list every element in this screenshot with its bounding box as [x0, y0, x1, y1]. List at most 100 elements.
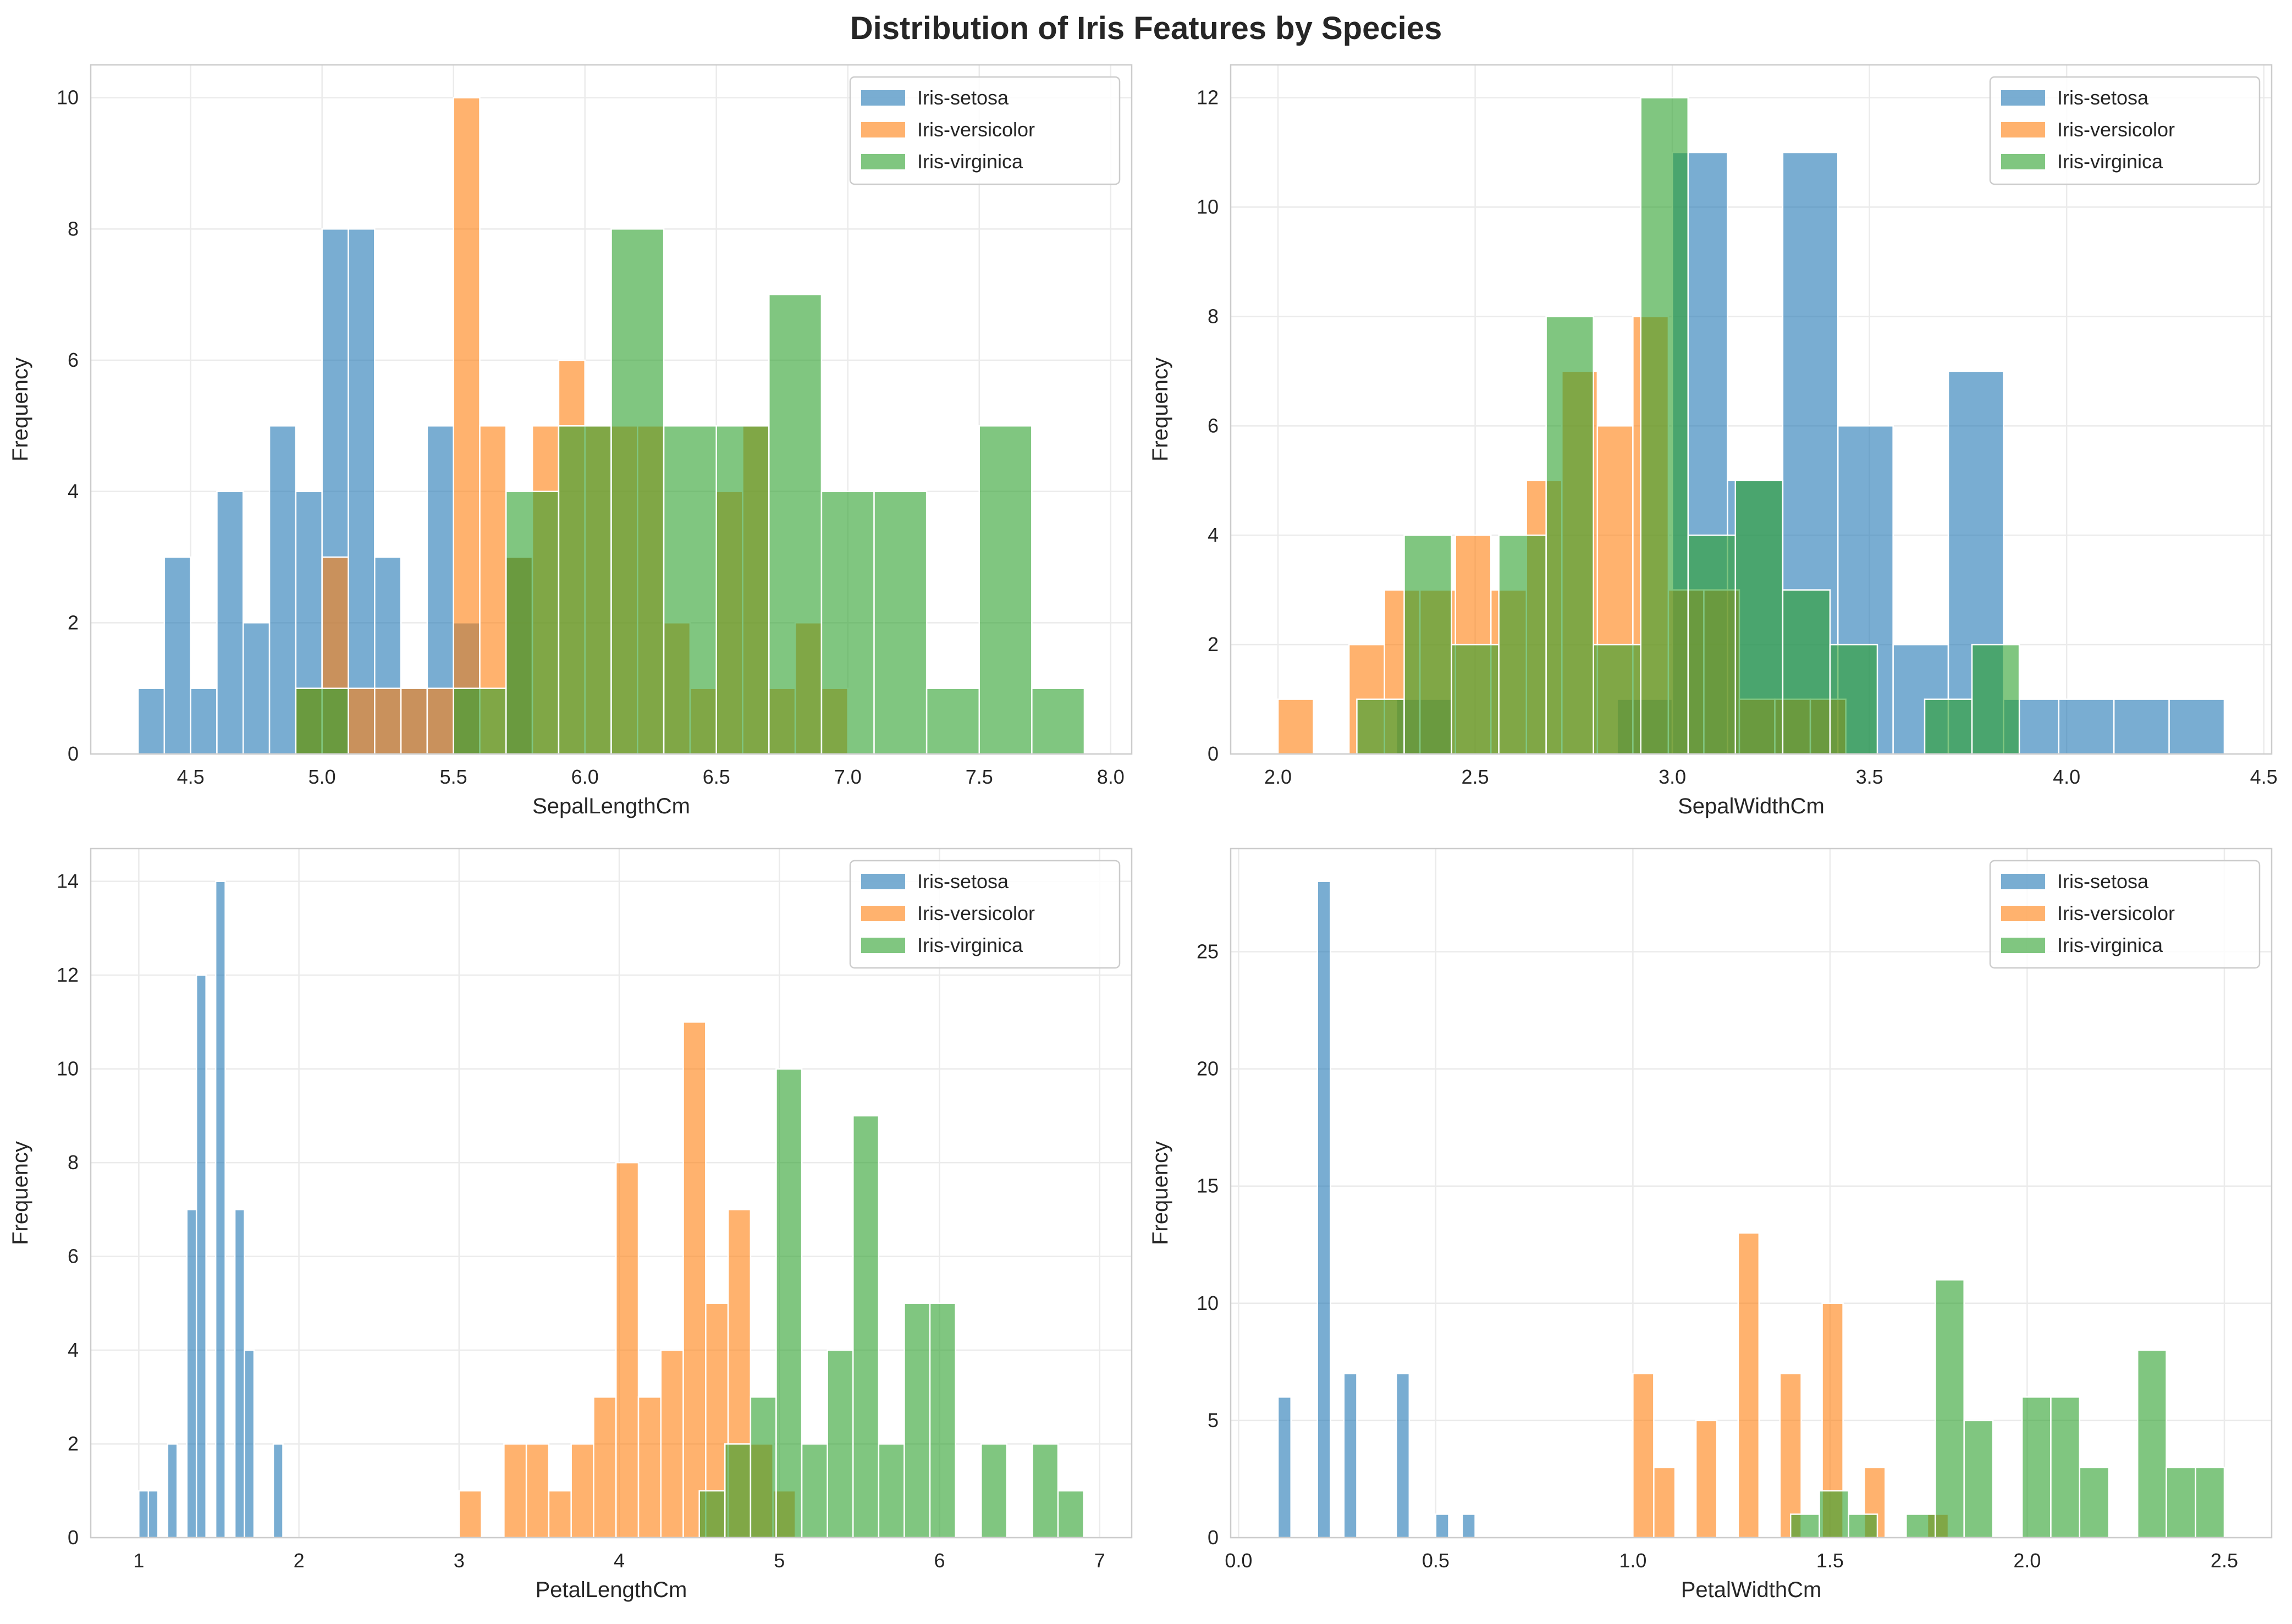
- x-tick-label: 2.5: [2211, 1549, 2238, 1572]
- y-tick-label: 2: [1208, 633, 1219, 656]
- x-tick-label: 0.0: [1225, 1549, 1252, 1572]
- histogram-bar: [243, 622, 271, 755]
- x-tick-label: 4.5: [177, 766, 205, 788]
- histogram-bar: [348, 228, 376, 755]
- histogram-bar: [1829, 643, 1878, 755]
- series-Iris-virginica: [295, 228, 1086, 755]
- y-axis-label: Frequency: [1148, 357, 1172, 461]
- x-tick-label: 3: [454, 1549, 465, 1572]
- x-tick-label: 5.5: [440, 766, 467, 788]
- histogram-bar: [980, 1443, 1008, 1539]
- y-tick-label: 0: [1208, 742, 1219, 765]
- series-Iris-versicolor: [1632, 1232, 1949, 1539]
- histogram-bar: [1461, 1513, 1476, 1539]
- y-tick-label: 0: [68, 1526, 79, 1549]
- histogram-bar: [1737, 1232, 1760, 1539]
- legend-swatch: [861, 122, 905, 137]
- legend-swatch: [2001, 154, 2045, 169]
- axes-frame: [90, 847, 1133, 1539]
- legend-swatch: [2001, 938, 2045, 953]
- axes-frame: [1230, 847, 2273, 1539]
- x-tick-label: 3.0: [1659, 766, 1686, 788]
- x-tick-label: 7.5: [966, 766, 993, 788]
- histogram-bar: [186, 1209, 197, 1539]
- histogram-bar: [453, 687, 507, 755]
- y-tick-label: 0: [1208, 1526, 1219, 1549]
- series-Iris-setosa: [138, 880, 284, 1539]
- y-tick-label: 8: [68, 217, 79, 240]
- histogram-bar: [216, 491, 244, 755]
- x-tick-label: 4: [614, 1549, 625, 1572]
- histogram-bar: [925, 687, 980, 755]
- legend-label: Iris-virginica: [917, 934, 1023, 956]
- histogram-bar: [138, 1490, 150, 1539]
- histogram-bar: [929, 1302, 956, 1539]
- x-tick-label: 5: [774, 1549, 785, 1572]
- histogram-bar: [272, 1443, 284, 1539]
- histogram-bar: [167, 1443, 178, 1539]
- y-tick-label: 20: [1197, 1058, 1219, 1080]
- y-tick-label: 12: [57, 964, 79, 986]
- y-tick-label: 5: [1208, 1409, 1219, 1432]
- legend-swatch: [2001, 122, 2045, 137]
- chart-panel-1: 4.5 5.0 5.5 6.0 6.5 7.0 7.5 8.0 0 2 4 6 8 10 SepalLeng…: [8, 64, 1133, 818]
- histogram-bar: [244, 1349, 255, 1539]
- histogram-bar: [503, 1443, 527, 1539]
- histogram-bar: [1451, 643, 1500, 755]
- x-tick-label: 6: [934, 1549, 945, 1572]
- y-tick-label: 8: [68, 1151, 79, 1174]
- legend: Iris-setosa Iris-versicolor Iris-virginica: [1989, 76, 2261, 185]
- histogram-bar: [1403, 534, 1452, 755]
- histogram-bar: [400, 687, 428, 755]
- chart-panel-3: 1 2 3 4 5 6 702468101214PetalLengthCmFrequency…: [8, 847, 1133, 1602]
- x-tick-label: 4.5: [2250, 766, 2278, 788]
- histogram-bar: [1316, 880, 1331, 1539]
- histogram-bar: [2136, 1349, 2167, 1539]
- legend-swatch: [2001, 906, 2045, 921]
- histogram-bar: [525, 1443, 550, 1539]
- legend-swatch: [2001, 874, 2045, 889]
- histogram-bar: [1653, 1466, 1676, 1539]
- histogram-bar: [820, 491, 875, 755]
- histogram-bar: [558, 425, 612, 755]
- histogram-bar: [827, 1349, 854, 1539]
- legend-label: Iris-versicolor: [2057, 902, 2175, 924]
- histogram-bar: [724, 1443, 752, 1539]
- histogram-bar: [1848, 1513, 1878, 1539]
- histogram-bar: [1734, 480, 1784, 755]
- x-tick-label: 2: [294, 1549, 305, 1572]
- x-axis-label: PetalLengthCm: [536, 1578, 687, 1602]
- histogram-bar: [163, 556, 191, 755]
- x-tick-label: 2.5: [1462, 766, 1489, 788]
- x-tick-label: 8.0: [1097, 766, 1125, 788]
- x-axis-label: SepalLengthCm: [532, 794, 690, 818]
- histogram-bar: [1395, 1373, 1411, 1539]
- histogram-bar: [295, 687, 349, 755]
- histogram-bar: [458, 1490, 482, 1539]
- histogram-bar: [214, 880, 226, 1539]
- y-axis-label: Frequency: [8, 1141, 32, 1245]
- histogram-bar: [715, 425, 770, 755]
- histogram-bar: [903, 1302, 931, 1539]
- y-tick-label: 2: [68, 1433, 79, 1455]
- histogram-bar: [1032, 1443, 1059, 1539]
- x-tick-label: 5.0: [308, 766, 336, 788]
- legend-box: [849, 860, 1121, 969]
- y-axis-label: Frequency: [8, 357, 32, 461]
- x-tick-label: 2.0: [2013, 1549, 2041, 1572]
- histogram-bar: [1905, 1513, 1936, 1539]
- histogram-bar: [682, 1021, 707, 1539]
- x-axis-label: SepalWidthCm: [1678, 794, 1825, 818]
- y-tick-label: 10: [1197, 1292, 1219, 1314]
- histogram-bar: [2168, 698, 2225, 755]
- histogram-bar: [1935, 1279, 1965, 1539]
- x-tick-label: 1.5: [1816, 1549, 1844, 1572]
- legend-label: Iris-versicolor: [917, 118, 1035, 141]
- histogram-bar: [1695, 1419, 1718, 1539]
- histogram-bar: [426, 687, 454, 755]
- legend: Iris-setosa Iris-versicolor Iris-virginica: [1989, 860, 2261, 969]
- y-tick-label: 10: [57, 86, 79, 109]
- y-tick-label: 0: [68, 742, 79, 765]
